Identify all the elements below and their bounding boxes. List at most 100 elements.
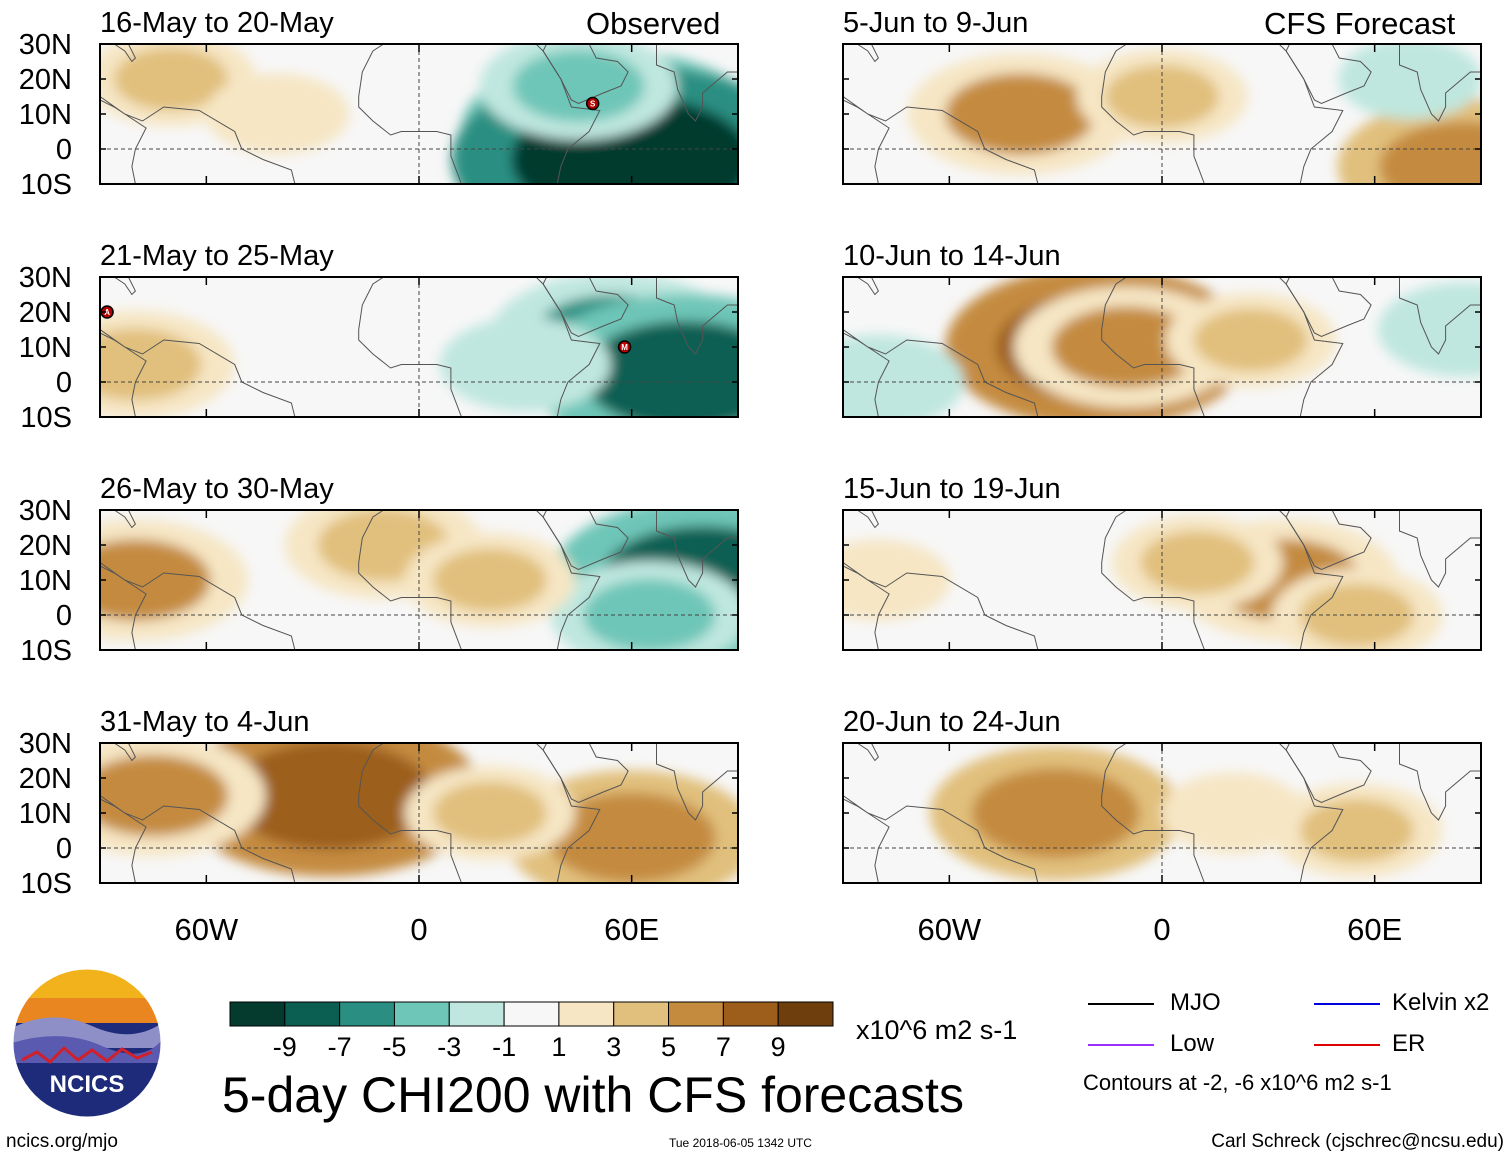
colorbar-swatch [668, 1001, 724, 1027]
site-url[interactable]: ncics.org/mjo [6, 1131, 118, 1152]
map-panel: 10-Jun to 14-Jun [842, 240, 1482, 418]
coastline [1285, 277, 1372, 338]
lat-tick-label: 20N [19, 530, 72, 562]
anomaly-blob [228, 743, 433, 850]
lat-tick-label: 20N [19, 297, 72, 329]
coastline [100, 328, 296, 417]
lat-tick-label: 0 [56, 367, 72, 399]
observed-label: Observed [586, 6, 721, 41]
coastline [843, 510, 880, 529]
storm-label: A [104, 308, 110, 317]
storm-marker: M [617, 340, 632, 354]
anomaly-blob [843, 553, 927, 607]
anomaly-blob [100, 539, 211, 621]
anomaly-blob [945, 73, 1096, 155]
coastlines [843, 510, 1481, 650]
colorbar-tick-label: -7 [328, 1032, 352, 1062]
lat-tick-label: 30N [19, 495, 72, 527]
colorbar-swatch [229, 1001, 286, 1027]
coastlines [843, 743, 1481, 883]
forecast-label: CFS Forecast [1264, 6, 1456, 41]
er-legend-label: ER [1392, 1030, 1426, 1057]
colorbar: -9 -7 -5 -3 -1 1 3 5 7 9 [229, 1001, 834, 1062]
storm-marker-symbol [585, 96, 600, 111]
coastline [100, 277, 137, 296]
lon-tick-label: 0 [1153, 912, 1170, 947]
colorbar-swatch [339, 1001, 395, 1027]
anomaly-field [843, 515, 1443, 650]
anomaly-blob [1051, 306, 1202, 388]
coastline [1101, 44, 1344, 184]
coastline [358, 44, 601, 184]
coastlines [100, 510, 738, 650]
lat-tick-label: 30N [19, 29, 72, 61]
anomaly-blob [1379, 121, 1481, 184]
anomaly-blob [1299, 799, 1414, 862]
coastline [100, 743, 137, 762]
colorbar-tick-label: -1 [492, 1032, 516, 1062]
anomaly-blob [113, 47, 228, 111]
coastline [843, 743, 880, 762]
lat-tick-label: 30N [19, 728, 72, 760]
er-legend-line [1314, 1044, 1380, 1046]
anomaly-field [100, 510, 738, 650]
panel-title: 26-May to 30-May [100, 473, 334, 505]
map-panel: 20-Jun to 24-Jun [842, 706, 1482, 884]
lat-tick-label: 0 [56, 833, 72, 865]
lat-tick-label: 0 [56, 600, 72, 632]
coastline [656, 44, 738, 122]
colorbar-swatch [503, 1001, 560, 1027]
lat-tick-label: 10N [19, 332, 72, 364]
panel-title: 15-Jun to 19-Jun [843, 473, 1061, 505]
colorbar-tick-label: 7 [716, 1032, 731, 1062]
storm-marker: A [100, 305, 114, 319]
colorbar-tick-label: -3 [437, 1032, 461, 1062]
coastline [358, 510, 601, 650]
anomaly-blob [582, 321, 738, 417]
coastline [656, 510, 738, 588]
panel-title: 16-May to 20-May [100, 7, 334, 39]
coastline [656, 277, 738, 355]
mjo-legend-line [1088, 1003, 1154, 1005]
coastline [100, 794, 296, 883]
coastline [843, 277, 880, 296]
storm-marker: S [585, 96, 600, 111]
lat-tick-label: 10S [20, 402, 72, 434]
colorbar-swatch [613, 1001, 670, 1027]
low-legend-label: Low [1170, 1030, 1215, 1057]
anomaly-blob [1140, 531, 1255, 594]
coastline [1399, 743, 1481, 821]
anomaly-field [929, 745, 1443, 881]
coastline [1285, 510, 1372, 571]
colorbar-tick-label: 1 [551, 1032, 566, 1062]
coastline [1101, 743, 1344, 883]
coastlines [843, 44, 1481, 184]
coastline [542, 44, 629, 105]
lat-tick-label: 10S [20, 169, 72, 201]
colorbar-swatch [393, 1001, 450, 1027]
lon-tick-label: 60W [174, 912, 238, 947]
colorbar-tick-label: -9 [273, 1032, 297, 1062]
longitude-axes: 60W 0 60E 60W 0 60E [174, 912, 1402, 947]
colorbar-tick-label: 9 [771, 1032, 786, 1062]
lon-tick-label: 60E [1347, 912, 1402, 947]
coastline [843, 95, 1039, 184]
kelvin-legend-line [1314, 1003, 1380, 1005]
lat-tick-label: 10N [19, 565, 72, 597]
panel-title: 5-Jun to 9-Jun [843, 7, 1028, 39]
lat-tick-label: 10S [20, 635, 72, 667]
lat-tick-label: 30N [19, 262, 72, 294]
colorbar-swatch [448, 1001, 505, 1027]
coastline [542, 510, 629, 571]
anomaly-field [100, 277, 738, 417]
anomaly-blob [971, 768, 1140, 858]
storm-label: M [621, 343, 628, 352]
lon-tick-label: 0 [410, 912, 427, 947]
mjo-legend-label: MJO [1170, 989, 1221, 1016]
anomaly-blob [547, 792, 716, 883]
